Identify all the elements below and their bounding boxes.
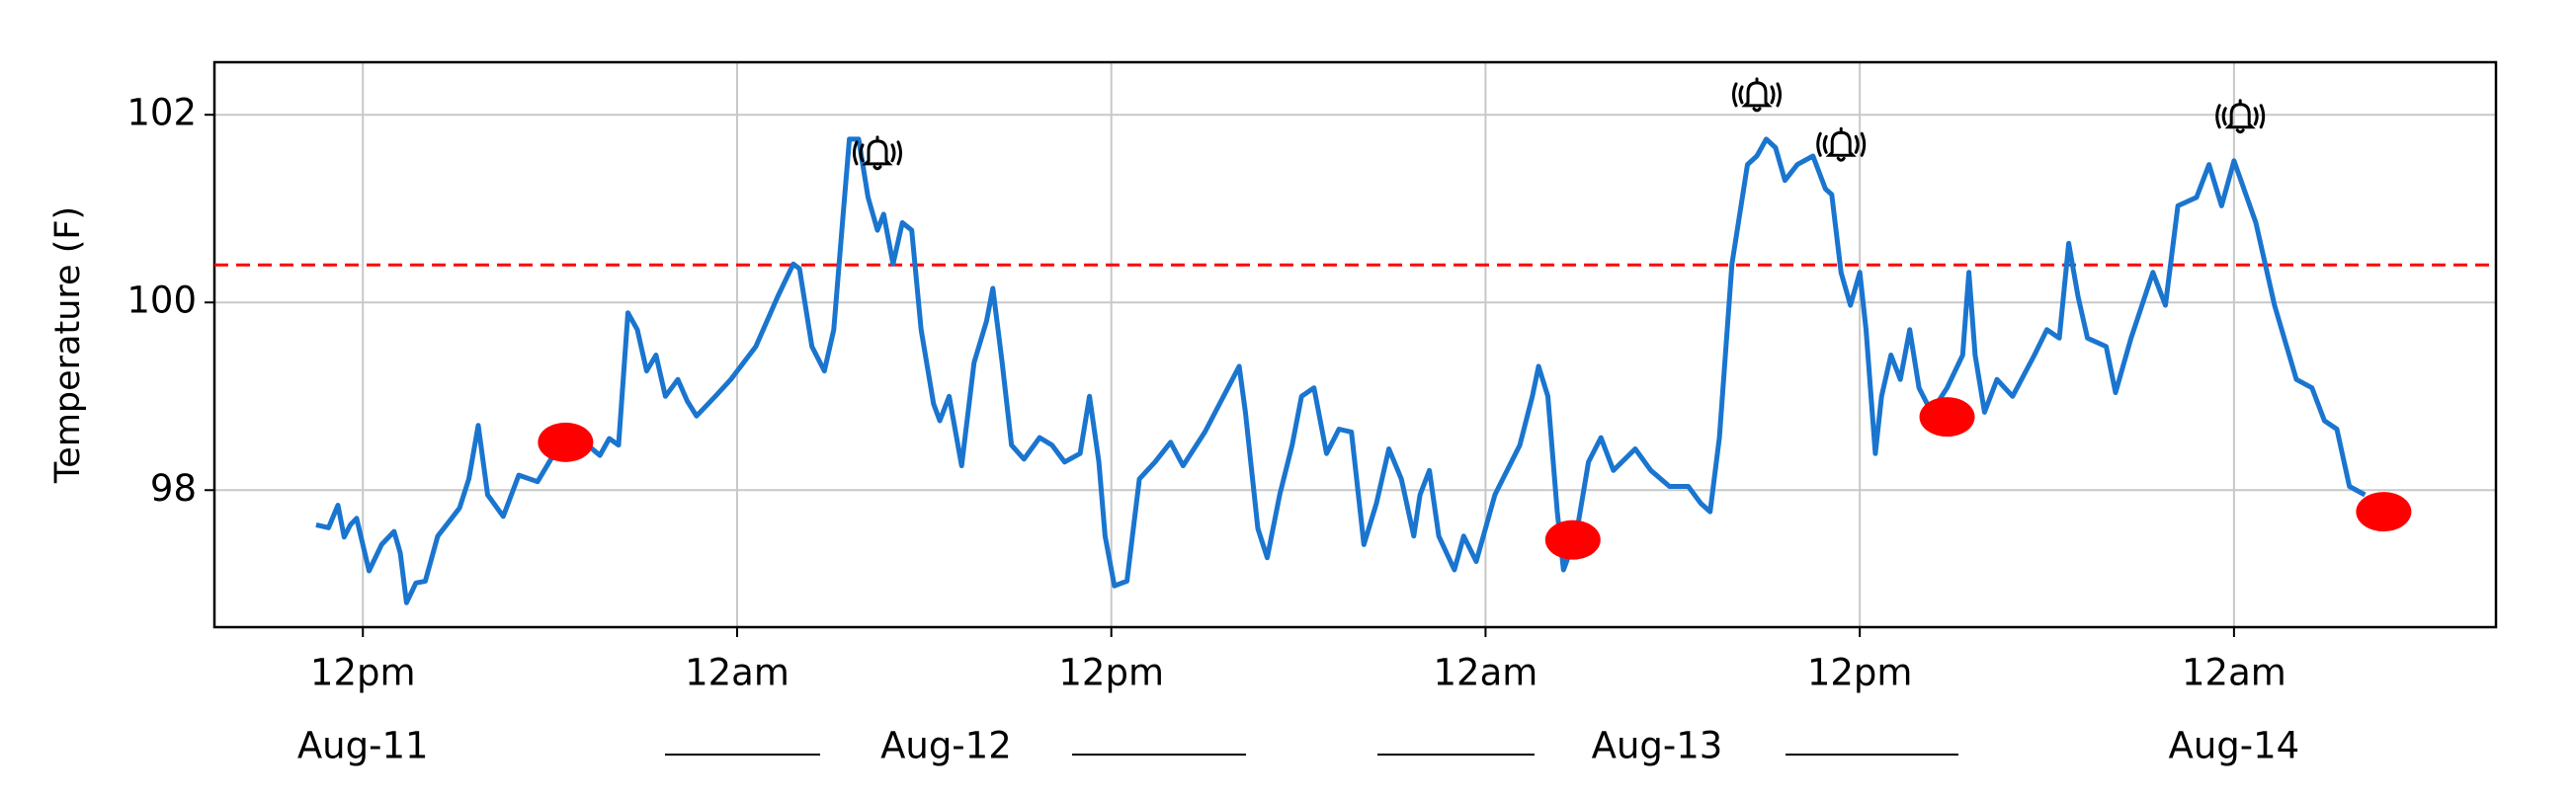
bell-waves — [1732, 82, 1783, 108]
bell-body — [862, 139, 893, 166]
alert-bell — [1816, 126, 1867, 162]
reading-marker — [538, 422, 594, 462]
x-tick-label: 12am — [1434, 652, 1538, 694]
bell-waves — [852, 140, 902, 166]
alert-bell — [1732, 77, 1783, 113]
alert-bell — [852, 135, 902, 171]
bell-clapper — [2235, 128, 2245, 134]
bell-clapper — [1836, 156, 1846, 162]
date-label: Aug-14 — [2169, 725, 2300, 767]
y-tick-label: 102 — [126, 92, 197, 134]
reading-marker — [1919, 397, 1975, 438]
x-tick-label: 12pm — [1058, 652, 1164, 694]
y-tick-label: 100 — [126, 280, 197, 322]
date-label: Aug-12 — [880, 725, 1012, 767]
y-tick-label: 98 — [150, 467, 197, 510]
date-label: Aug-11 — [297, 725, 429, 767]
bell-waves — [2215, 104, 2266, 129]
plot-frame — [212, 60, 2498, 629]
bell-clapper — [1752, 107, 1762, 113]
alert-bell — [2215, 99, 2266, 134]
bell-body — [1741, 81, 1773, 108]
date-label: Aug-13 — [1592, 725, 1723, 767]
x-tick-label: 12pm — [1807, 652, 1913, 694]
bell-body — [1825, 130, 1857, 157]
y-axis-label: Temperature (F) — [48, 206, 88, 484]
bell-body — [2224, 103, 2256, 129]
x-tick-label: 12am — [2182, 652, 2286, 694]
reading-marker — [1544, 519, 1601, 560]
x-tick-label: 12am — [685, 652, 789, 694]
reading-marker — [2356, 492, 2412, 532]
x-tick-label: 12pm — [310, 652, 416, 694]
bell-clapper — [873, 165, 882, 171]
temperature-line — [315, 136, 2367, 605]
bell-waves — [1816, 131, 1867, 157]
grid — [214, 62, 2496, 627]
